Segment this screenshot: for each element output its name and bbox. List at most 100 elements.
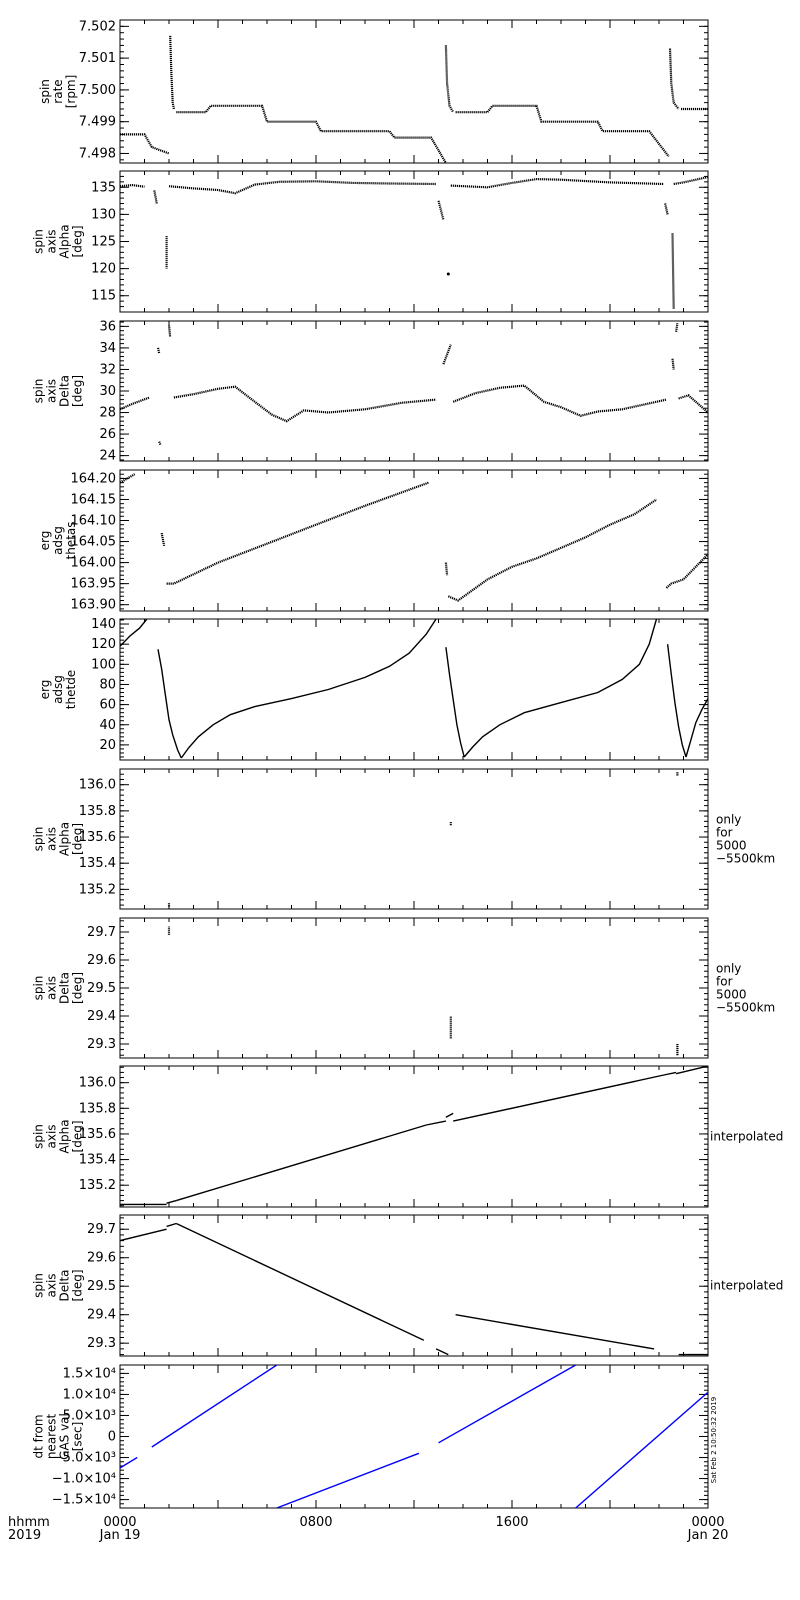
panel-frame <box>119 19 709 164</box>
y-tick-label: 120 <box>91 637 116 652</box>
y-axis-label-line: Alpha <box>58 822 72 856</box>
side-note: only <box>716 813 741 827</box>
panel-9: 29.3 29.4 29.5 29.6 29.7 spinaxisDelta[deg] in… <box>32 1214 783 1357</box>
panel-frame <box>119 1065 709 1208</box>
y-tick-label: 29.4 <box>87 1308 116 1323</box>
data-segment-6 <box>668 48 680 110</box>
y-tick-label: 0 <box>108 1430 116 1445</box>
data-group <box>120 323 708 446</box>
y-tick-label: 30 <box>99 384 116 399</box>
y-tick-label: 164.05 <box>71 535 117 550</box>
data-group <box>167 926 679 1056</box>
data-segment-6 <box>442 344 452 365</box>
y-tick-label: 135.6 <box>79 830 116 845</box>
y-axis-label-line: thetde <box>64 670 78 709</box>
data-segment-4 <box>444 562 449 576</box>
data-segment-2 <box>166 1199 177 1204</box>
y-axis-label: spinrate[rpm] <box>38 75 78 109</box>
data-segment-7 <box>450 177 664 189</box>
y-tick-label: 135.2 <box>79 1178 116 1193</box>
data-segment-5 <box>447 498 658 602</box>
data-segment-4 <box>426 1120 447 1126</box>
data-segment-3 <box>176 1222 425 1341</box>
side-note: interpolated <box>710 1279 783 1293</box>
data-segment-7 <box>663 1071 677 1076</box>
y-tick-label: 7.501 <box>79 51 116 66</box>
y-axis-label: spinaxisAlpha[deg] <box>32 1119 85 1153</box>
y-tick-label: 7.500 <box>79 83 116 98</box>
y-tick-label: 28 <box>99 406 116 421</box>
y-axis-label-line: axis <box>45 976 59 1000</box>
y-axis-label: ergadsgthetde <box>38 670 78 709</box>
side-note: −5500km <box>716 852 775 866</box>
panel-6: 135.2 135.4 135.6 135.8 136.0 spinaxisAlpha[d… <box>32 768 775 910</box>
y-axis-label-line: nearest <box>45 1414 59 1460</box>
panel-5: 20 40 60 80 100 120 140 ergadsgthetde <box>38 617 709 761</box>
y-axis-label: spinaxisAlpha[deg] <box>32 822 85 856</box>
y-tick-label: 135.6 <box>79 1127 116 1142</box>
side-note: −5500km <box>716 1001 775 1015</box>
y-tick-label: 60 <box>99 698 116 713</box>
y-tick-label: 29.3 <box>87 1037 116 1052</box>
x-tick-date-label: Jan 20 <box>687 1528 729 1543</box>
data-segment-1 <box>120 1228 167 1242</box>
y-tick-label: 125 <box>91 235 116 250</box>
side-note: for <box>716 975 733 989</box>
y-axis-label-line: axis <box>45 1124 59 1148</box>
data-segment-4 <box>435 1348 449 1356</box>
panel-frame <box>119 1214 709 1357</box>
y-tick-label: 29.7 <box>87 925 116 940</box>
y-axis-label-line: adsg <box>51 526 65 555</box>
panel-frame <box>119 917 709 1059</box>
data-segment-1 <box>120 396 150 411</box>
data-group <box>167 771 679 907</box>
data-segment-9 <box>671 233 675 310</box>
data-segment-8 <box>664 203 669 215</box>
x-tick-label: 0000 <box>103 1515 136 1530</box>
y-axis-label-line: axis <box>45 379 59 403</box>
side-note: 5000 <box>716 988 747 1002</box>
y-axis-label-line: [rpm] <box>64 75 78 109</box>
y-tick-label: 115 <box>91 289 116 304</box>
side-note: 5000 <box>716 839 747 853</box>
data-group <box>120 1365 708 1508</box>
panel-7: 29.3 29.4 29.5 29.6 29.7 spinaxisDelta[deg] on… <box>32 917 775 1059</box>
data-segment-8 <box>671 358 675 370</box>
y-tick-label: 5.0×10³ <box>63 1408 116 1423</box>
data-segment-2 <box>153 190 158 204</box>
panel-4: 163.90 163.95 164.00 164.05 164.10 164.15 164.… <box>38 469 709 613</box>
y-tick-label: 163.95 <box>71 577 117 592</box>
data-segment-2 <box>157 649 182 759</box>
y-axis-label-line: [deg] <box>71 1270 85 1302</box>
y-tick-label: 164.15 <box>71 492 117 507</box>
y-axis-label-line: [deg] <box>71 823 85 855</box>
y-tick-label: 135 <box>91 180 116 195</box>
data-segment-4 <box>167 325 172 338</box>
y-tick-label: 24 <box>99 449 116 464</box>
data-segment-7 <box>685 698 708 758</box>
y-tick-label: 20 <box>99 738 116 753</box>
y-axis-label-line: spin <box>32 976 46 1001</box>
data-segment-4 <box>444 45 455 113</box>
data-segment-6 <box>666 644 687 758</box>
y-tick-label: 120 <box>91 262 116 277</box>
data-segment-3 <box>166 481 430 585</box>
data-segment-2 <box>169 35 175 110</box>
data-segment-1 <box>120 133 170 155</box>
y-tick-label: 135.2 <box>79 882 116 897</box>
data-group <box>120 35 708 163</box>
y-axis-label-line: [deg] <box>71 1121 85 1153</box>
y-axis-label-line: spin <box>32 1273 46 1298</box>
y-axis-label-line: thetas <box>64 521 78 559</box>
data-group <box>120 1066 708 1206</box>
data-group <box>120 1222 708 1356</box>
panel-3: 24 26 28 30 32 34 36 spinaxisDelta[deg] <box>32 319 709 464</box>
data-segment-6 <box>453 1074 665 1122</box>
y-axis-label-line: spin <box>32 827 46 852</box>
y-tick-label: 36 <box>99 319 116 334</box>
data-group <box>120 619 708 759</box>
y-axis-label-line: [sec] <box>71 1422 85 1452</box>
data-segment-4 <box>438 1365 577 1444</box>
y-tick-label: 164.10 <box>71 514 117 529</box>
data-segment-5 <box>575 1395 704 1508</box>
